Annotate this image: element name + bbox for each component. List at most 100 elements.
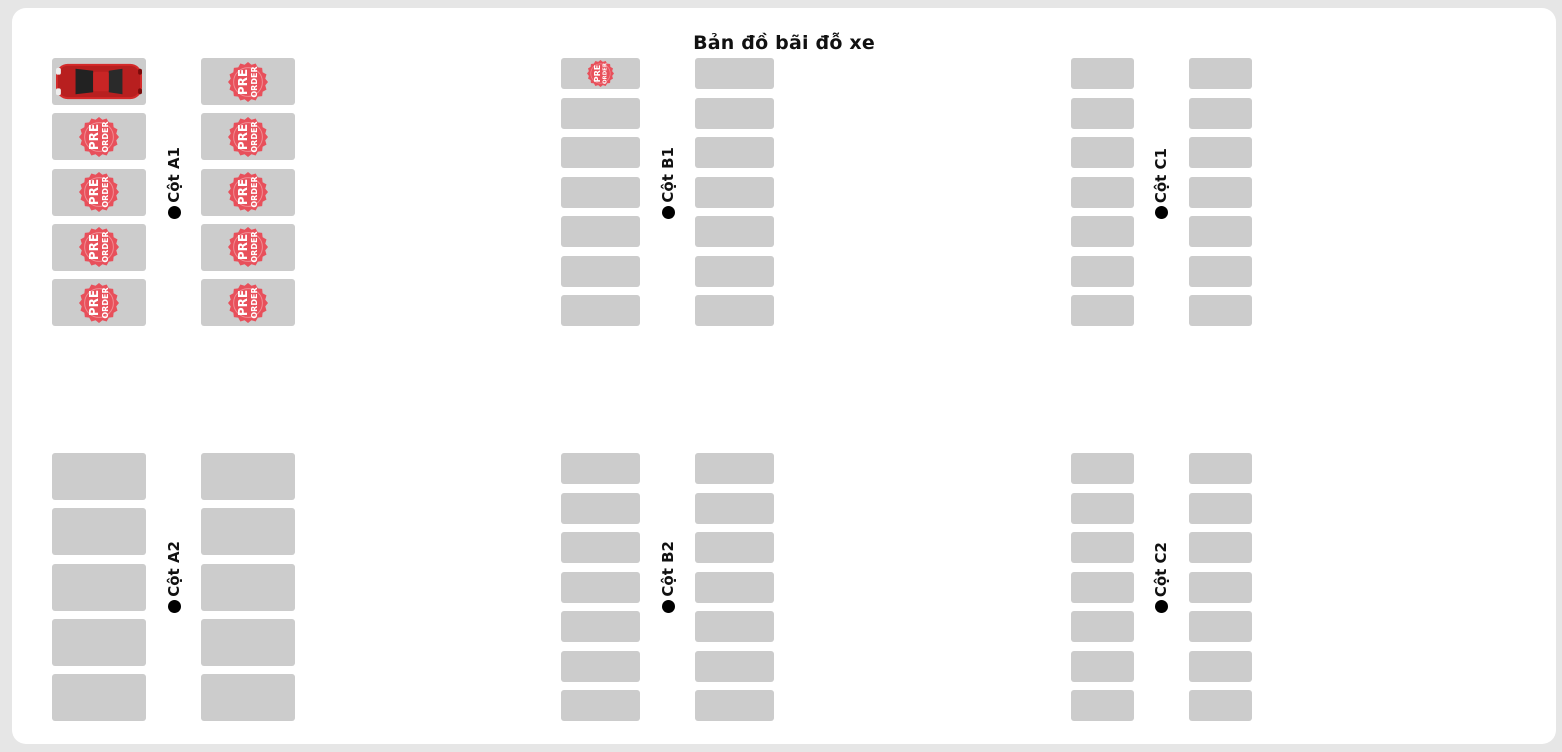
parking-slot-a2-3[interactable]	[52, 508, 146, 556]
parking-slot-a1-2[interactable]: PRE ORDER	[201, 58, 295, 105]
parking-slot-b2-6[interactable]	[695, 532, 774, 563]
parking-slot-c1-14[interactable]	[1189, 295, 1252, 326]
preorder-badge-line2: ORDER	[101, 287, 110, 318]
parking-slot-a1-7[interactable]: PRE ORDER	[52, 223, 146, 271]
parking-slot-c1-8[interactable]	[1189, 176, 1252, 208]
parking-slot-a1-9[interactable]: PRE ORDER	[52, 279, 146, 327]
parking-slot-c2-1[interactable]	[1071, 453, 1134, 484]
parking-slot-c1-3[interactable]	[1071, 97, 1134, 129]
preorder-badge-line2: ORDER	[250, 121, 259, 152]
parking-slot-c2-2[interactable]	[1189, 453, 1252, 484]
preorder-badge-line2: ORDER	[602, 62, 608, 84]
parking-slot-c2-4[interactable]	[1189, 492, 1252, 524]
parking-slot-c1-9[interactable]	[1071, 216, 1134, 247]
parking-slot-c1-7[interactable]	[1071, 176, 1134, 208]
parking-slot-a1-3[interactable]: PRE ORDER	[52, 113, 146, 161]
parking-slot-c2-14[interactable]	[1189, 690, 1252, 721]
parking-slot-a2-7[interactable]	[52, 618, 146, 666]
parking-slot-b2-8[interactable]	[695, 571, 774, 603]
preorder-badge-icon: PRE ORDER	[79, 227, 119, 268]
parking-slot-b2-1[interactable]	[561, 453, 640, 484]
parking-slot-c1-12[interactable]	[1189, 255, 1252, 287]
column-marker-dot	[167, 206, 181, 219]
parking-slot-a2-8[interactable]	[201, 618, 295, 666]
parking-slot-a2-4[interactable]	[201, 508, 295, 556]
column-label-c2: Cột C2	[1151, 533, 1171, 613]
parking-slot-a2-2[interactable]	[201, 453, 295, 500]
parking-slot-a1-1[interactable]	[52, 58, 146, 105]
parking-slot-a2-9[interactable]	[52, 674, 146, 722]
column-marker-dot	[661, 206, 675, 219]
preorder-badge-icon: PRE ORDER	[79, 282, 119, 323]
parking-slot-c2-6[interactable]	[1189, 532, 1252, 563]
column-label-c1: Cột C1	[1151, 139, 1171, 219]
parking-slot-a1-5[interactable]: PRE ORDER	[52, 168, 146, 216]
parking-slot-b2-10[interactable]	[695, 611, 774, 642]
parking-slot-c2-3[interactable]	[1071, 492, 1134, 524]
parking-slot-b1-12[interactable]	[695, 255, 774, 287]
parking-slot-c2-12[interactable]	[1189, 650, 1252, 682]
parking-slot-b2-2[interactable]	[695, 453, 774, 484]
parking-slot-b1-2[interactable]	[695, 58, 774, 89]
parking-slot-b2-5[interactable]	[561, 532, 640, 563]
parking-slot-b1-5[interactable]	[561, 137, 640, 168]
parking-slot-c1-13[interactable]	[1071, 295, 1134, 326]
parking-slot-c1-10[interactable]	[1189, 216, 1252, 247]
parking-slot-c2-5[interactable]	[1071, 532, 1134, 563]
parking-slot-c2-9[interactable]	[1071, 611, 1134, 642]
parking-slot-c1-2[interactable]	[1189, 58, 1252, 89]
parking-slot-a2-5[interactable]	[52, 563, 146, 611]
parking-slot-c1-6[interactable]	[1189, 137, 1252, 168]
parking-slot-c2-10[interactable]	[1189, 611, 1252, 642]
parking-slot-b2-3[interactable]	[561, 492, 640, 524]
parking-slot-b1-13[interactable]	[561, 295, 640, 326]
preorder-badge-icon: PRE ORDER	[228, 227, 268, 268]
preorder-badge-line2: ORDER	[101, 121, 110, 152]
parking-slot-b1-10[interactable]	[695, 216, 774, 247]
parking-slot-b2-4[interactable]	[695, 492, 774, 524]
parking-slot-b2-7[interactable]	[561, 571, 640, 603]
parking-slot-b1-11[interactable]	[561, 255, 640, 287]
column-label-a2: Cột A2	[164, 533, 184, 613]
parking-slot-b2-9[interactable]	[561, 611, 640, 642]
parking-slot-c1-4[interactable]	[1189, 97, 1252, 129]
preorder-badge-line1: PRE	[87, 179, 101, 205]
preorder-badge-line2: ORDER	[250, 176, 259, 207]
parking-slot-b1-9[interactable]	[561, 216, 640, 247]
column-label-text: Cột C1	[1152, 147, 1170, 203]
parking-slot-c2-11[interactable]	[1071, 650, 1134, 682]
parking-slot-a2-1[interactable]	[52, 453, 146, 500]
parking-slot-a1-4[interactable]: PRE ORDER	[201, 113, 295, 161]
preorder-badge-line2: ORDER	[250, 287, 259, 318]
parking-slot-b1-7[interactable]	[561, 176, 640, 208]
parking-slot-b1-4[interactable]	[695, 97, 774, 129]
parking-slot-b1-8[interactable]	[695, 176, 774, 208]
parking-slot-b2-13[interactable]	[561, 690, 640, 721]
parking-slot-c2-8[interactable]	[1189, 571, 1252, 603]
parking-slot-b2-14[interactable]	[695, 690, 774, 721]
column-label-text: Cột A2	[165, 541, 183, 597]
parking-slot-a2-6[interactable]	[201, 563, 295, 611]
parking-slot-c1-1[interactable]	[1071, 58, 1134, 89]
column-label-text: Cột B1	[659, 147, 677, 203]
parking-slot-b1-3[interactable]	[561, 97, 640, 129]
parking-slot-b1-14[interactable]	[695, 295, 774, 326]
parking-slot-a1-6[interactable]: PRE ORDER	[201, 168, 295, 216]
preorder-badge-line2: ORDER	[250, 66, 259, 97]
parking-slot-a1-8[interactable]: PRE ORDER	[201, 223, 295, 271]
preorder-badge-icon: PRE ORDER	[228, 282, 268, 323]
parking-slot-b2-11[interactable]	[561, 650, 640, 682]
preorder-badge-icon: PRE ORDER	[228, 116, 268, 157]
parking-slot-c1-5[interactable]	[1071, 137, 1134, 168]
parking-slot-b1-1[interactable]: PRE ORDER	[561, 58, 640, 89]
parking-slot-c2-7[interactable]	[1071, 571, 1134, 603]
parking-slot-b1-6[interactable]	[695, 137, 774, 168]
parking-slot-b2-12[interactable]	[695, 650, 774, 682]
parking-slot-c1-11[interactable]	[1071, 255, 1134, 287]
parking-slot-a1-10[interactable]: PRE ORDER	[201, 279, 295, 327]
parking-slot-c2-13[interactable]	[1071, 690, 1134, 721]
column-marker-dot	[1154, 600, 1168, 613]
parking-slot-a2-10[interactable]	[201, 674, 295, 722]
preorder-badge-line2: ORDER	[250, 232, 259, 263]
preorder-badge-line1: PRE	[87, 124, 101, 150]
